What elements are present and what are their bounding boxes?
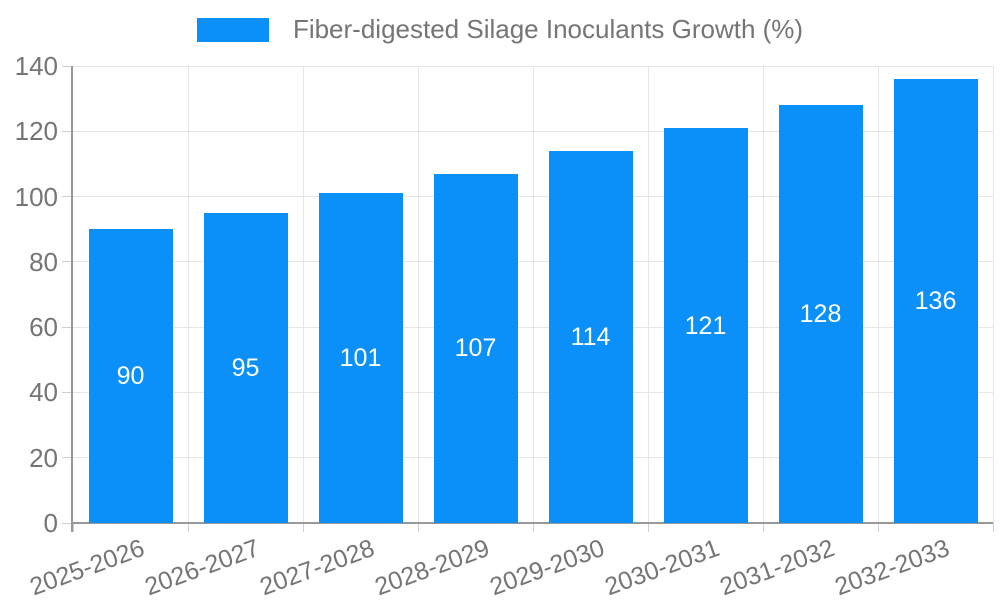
gridline-vertical [992, 66, 994, 523]
gridline-vertical [647, 66, 649, 523]
y-axis-tick-label: 100 [14, 181, 58, 212]
gridline-vertical [877, 66, 879, 523]
x-axis-label: 2026-2027 [141, 534, 264, 600]
bar-value-label: 90 [116, 362, 145, 391]
x-axis-tick [532, 523, 534, 532]
x-axis-label: 2029-2030 [486, 534, 609, 600]
x-axis-tick [992, 523, 994, 532]
x-axis-label: 2032-2033 [831, 534, 954, 600]
x-axis-label: 2027-2028 [256, 534, 379, 600]
x-axis-label: 2031-2032 [716, 534, 839, 600]
bar-value-label: 136 [914, 287, 957, 316]
x-axis-tick [762, 523, 764, 532]
y-axis-tick [62, 196, 73, 198]
x-axis-tick [72, 523, 74, 532]
bar [433, 173, 518, 523]
bar-value-label: 128 [799, 300, 842, 329]
bar [203, 212, 288, 523]
bar [88, 229, 173, 523]
bar-value-label: 95 [231, 353, 260, 382]
bar [893, 79, 978, 523]
y-axis-tick [62, 391, 73, 393]
y-axis-tick [62, 522, 73, 524]
y-axis-tick-label: 20 [29, 442, 58, 473]
y-axis-tick-label: 120 [14, 116, 58, 147]
x-axis-tick [302, 523, 304, 532]
gridline-vertical [762, 66, 764, 523]
y-axis-tick-label: 140 [14, 51, 58, 81]
gridline-vertical [417, 66, 419, 523]
y-axis-tick [62, 326, 73, 328]
bar [548, 150, 633, 523]
y-axis-tick-label: 40 [29, 377, 58, 408]
legend-label: Fiber-digested Silage Inoculants Growth … [292, 14, 804, 44]
x-axis-label: 2025-2026 [26, 534, 149, 600]
gridline-vertical [302, 66, 304, 523]
x-axis-tick [877, 523, 879, 532]
y-axis-tick [62, 261, 73, 263]
bar [318, 193, 403, 523]
y-axis-tick-label: 80 [29, 246, 58, 277]
x-axis-tick [417, 523, 419, 532]
gridline-vertical [187, 66, 189, 523]
x-axis-label: 2030-2031 [601, 534, 724, 600]
y-axis-tick-label: 0 [43, 508, 58, 538]
legend-swatch [196, 17, 269, 42]
bar-value-label: 101 [339, 344, 382, 373]
bar-value-label: 114 [570, 322, 611, 351]
y-axis-tick [62, 65, 73, 67]
x-axis-tick [647, 523, 649, 532]
chart-legend: Fiber-digested Silage Inoculants Growth … [0, 14, 1000, 45]
x-axis-label: 2028-2029 [371, 534, 494, 600]
y-axis-tick [62, 130, 73, 132]
x-axis-line [71, 522, 993, 524]
y-axis-line [71, 66, 73, 532]
bar [663, 128, 748, 523]
bar-value-label: 121 [684, 311, 727, 340]
bar [778, 105, 863, 523]
x-axis-tick [187, 523, 189, 532]
bar-value-label: 107 [454, 334, 497, 363]
y-axis-tick-label: 60 [29, 312, 58, 343]
y-axis-tick [62, 457, 73, 459]
gridline-vertical [532, 66, 534, 523]
